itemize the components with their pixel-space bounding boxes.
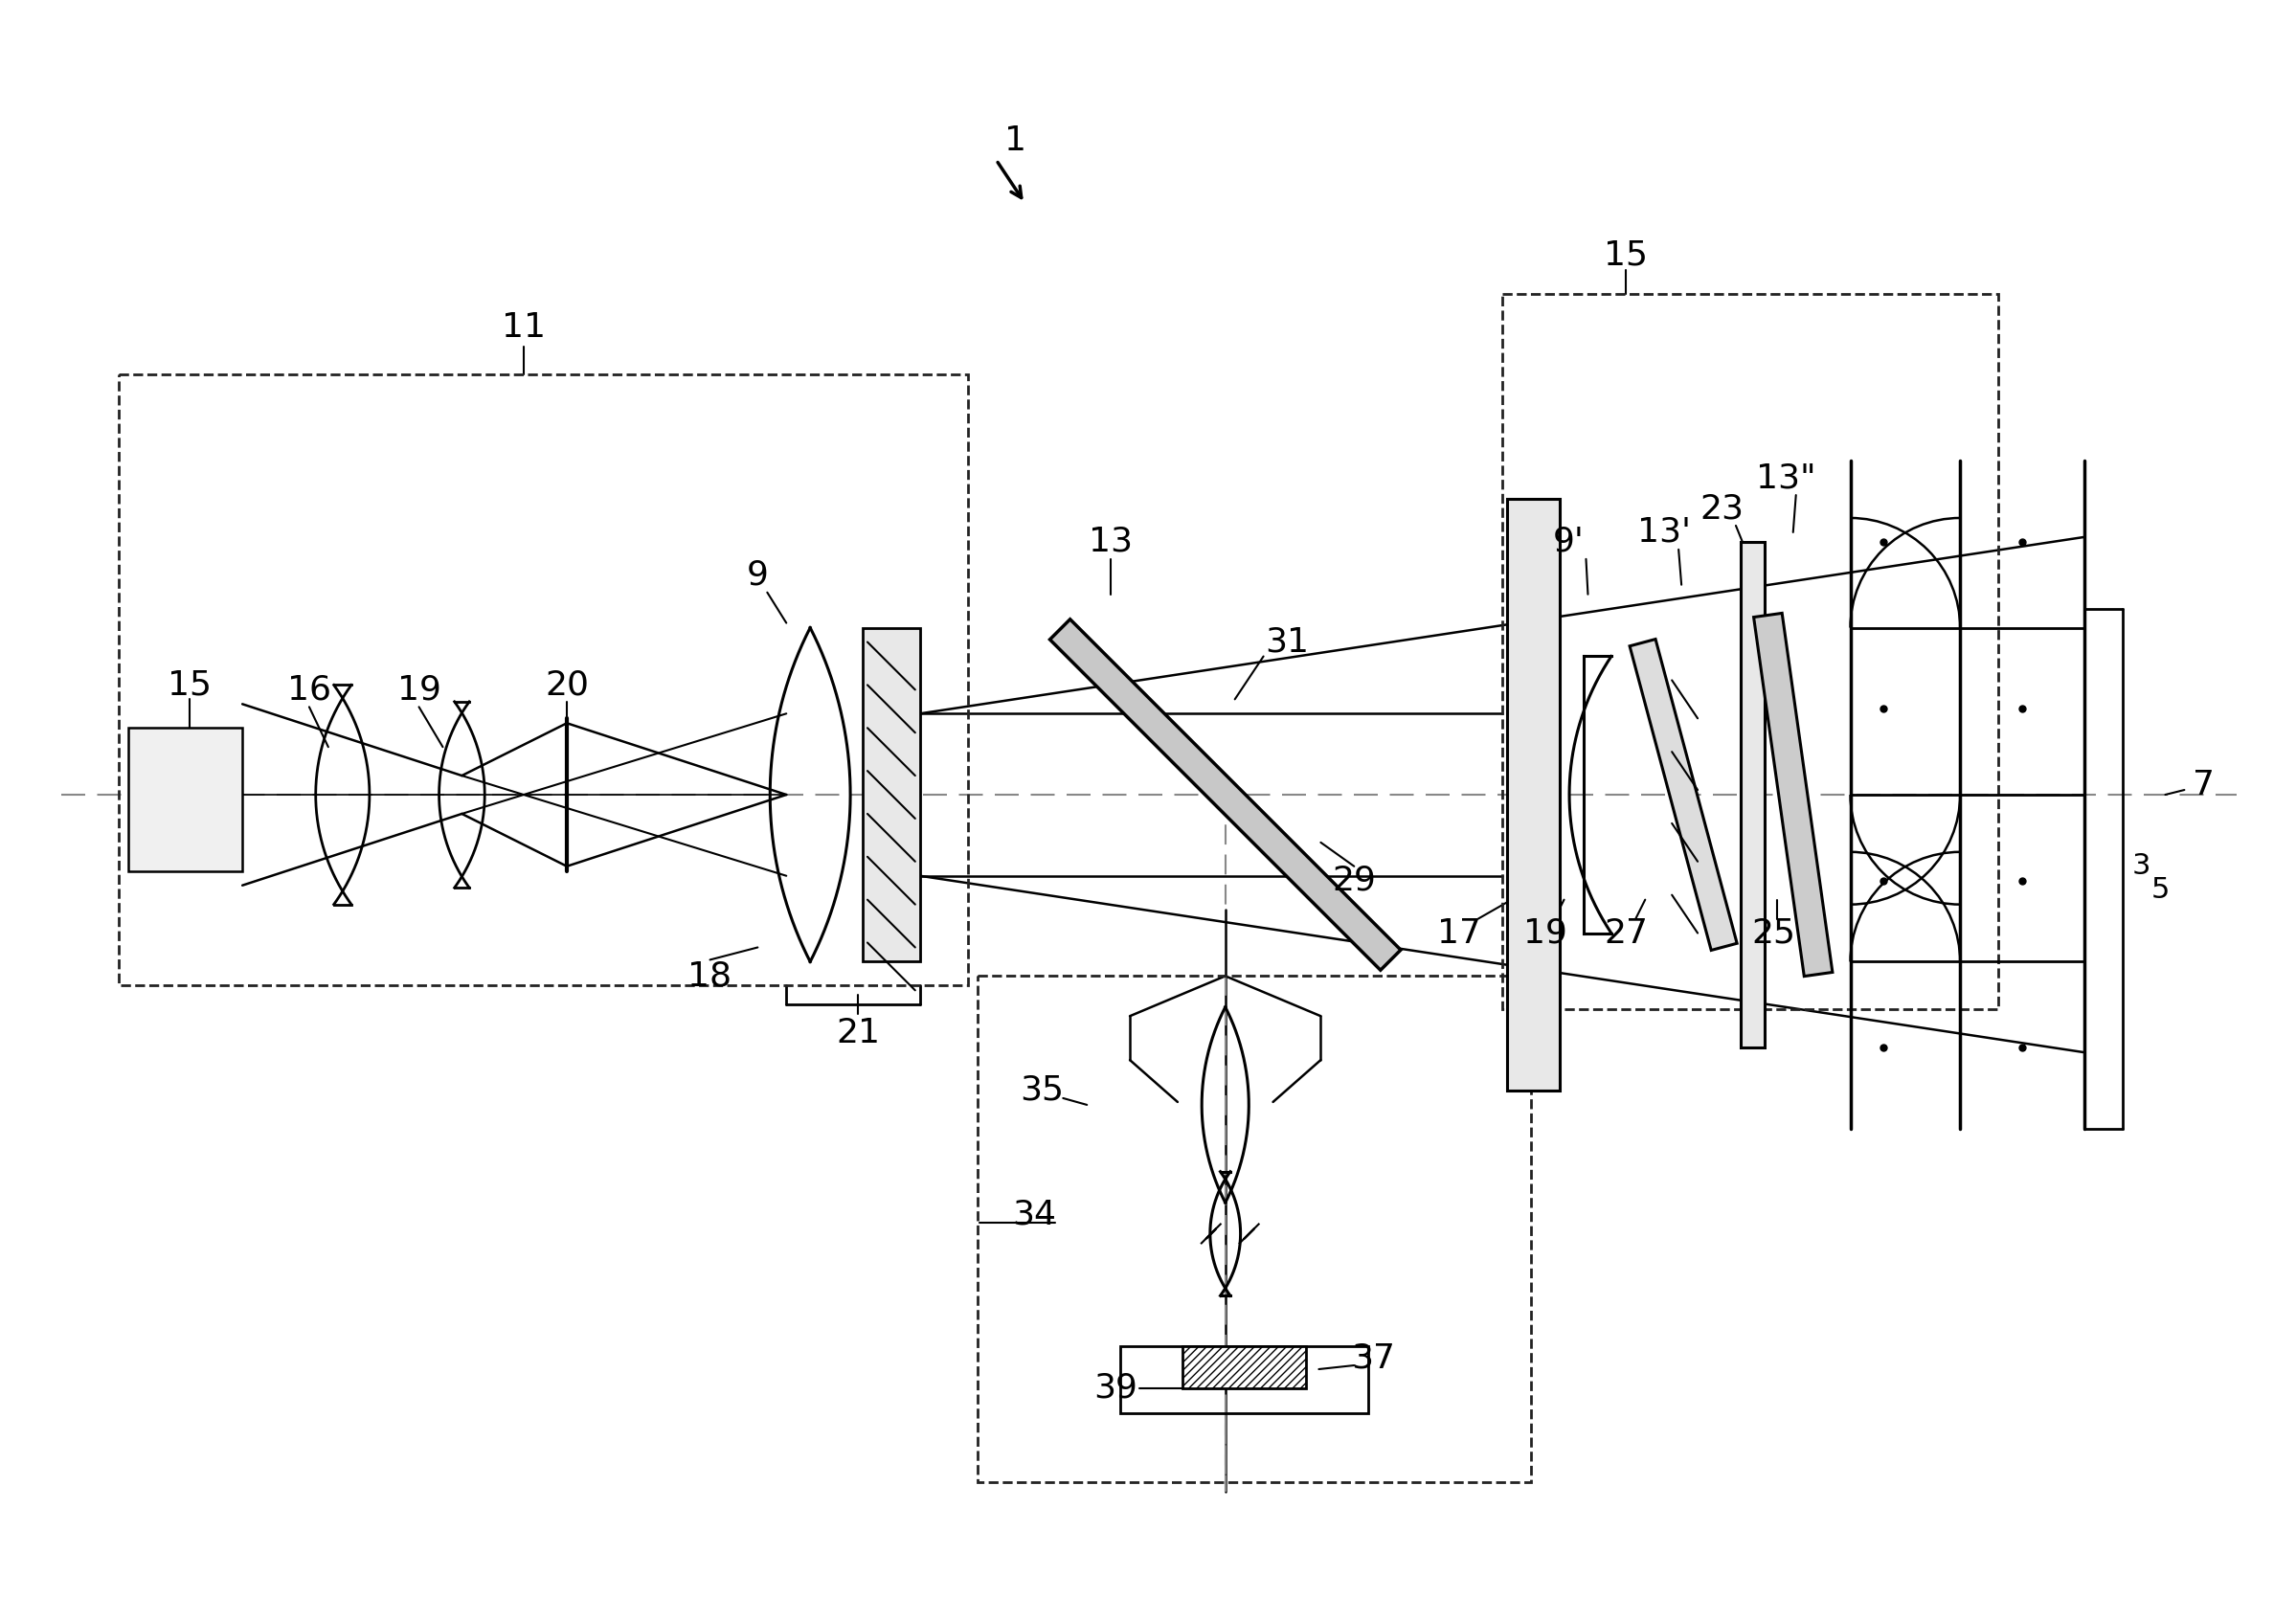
Text: 17: 17 bbox=[1437, 917, 1481, 949]
Text: 37: 37 bbox=[1350, 1341, 1396, 1374]
Text: 1: 1 bbox=[1003, 125, 1026, 157]
Bar bbox=[1502, 294, 1998, 1010]
Text: 29: 29 bbox=[1332, 865, 1375, 896]
Bar bbox=[1120, 1346, 1368, 1413]
Text: 19: 19 bbox=[397, 673, 441, 706]
Text: 23: 23 bbox=[1699, 492, 1743, 524]
Text: 20: 20 bbox=[544, 668, 588, 702]
Text: 13: 13 bbox=[1088, 526, 1132, 558]
Text: 31: 31 bbox=[1265, 626, 1309, 658]
Bar bbox=[1740, 542, 1763, 1048]
Text: 13': 13' bbox=[1637, 516, 1692, 548]
Bar bbox=[1506, 499, 1559, 1090]
Text: 21: 21 bbox=[836, 1016, 879, 1050]
Bar bbox=[1182, 1346, 1306, 1389]
Text: 5: 5 bbox=[2151, 876, 2170, 904]
Bar bbox=[863, 628, 921, 962]
Polygon shape bbox=[1049, 620, 1401, 970]
Text: 15: 15 bbox=[1605, 240, 1649, 272]
Text: 7: 7 bbox=[2193, 769, 2213, 802]
Text: 16: 16 bbox=[287, 673, 331, 706]
Text: 25: 25 bbox=[1752, 917, 1795, 949]
Text: 3: 3 bbox=[2133, 852, 2151, 880]
Bar bbox=[978, 976, 1531, 1481]
Text: 18: 18 bbox=[689, 960, 732, 992]
Text: 27: 27 bbox=[1605, 917, 1649, 949]
Text: 9: 9 bbox=[746, 559, 769, 591]
Text: 34: 34 bbox=[1013, 1198, 1056, 1230]
Bar bbox=[129, 729, 243, 871]
Text: 35: 35 bbox=[1019, 1074, 1063, 1107]
Text: 19: 19 bbox=[1522, 917, 1566, 949]
Text: 9': 9' bbox=[1552, 526, 1584, 558]
Polygon shape bbox=[1754, 614, 1832, 976]
Text: 15: 15 bbox=[168, 668, 211, 702]
Text: 13": 13" bbox=[1756, 462, 1816, 494]
Bar bbox=[119, 376, 967, 986]
Text: 39: 39 bbox=[1093, 1373, 1137, 1405]
Polygon shape bbox=[1630, 639, 1738, 951]
Text: 11: 11 bbox=[503, 312, 546, 344]
